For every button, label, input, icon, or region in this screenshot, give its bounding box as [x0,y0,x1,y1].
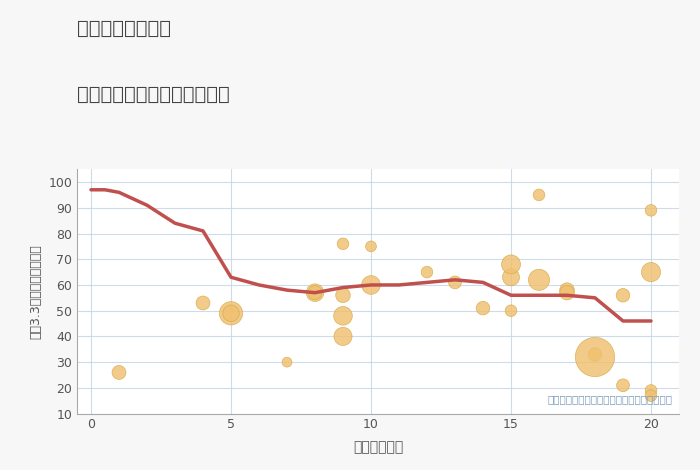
Point [337,333,349,340]
Point [281,359,293,366]
Point [337,291,349,299]
Text: 円の大きさは、取引のあった物件面積を示す: 円の大きさは、取引のあった物件面積を示す [548,394,673,404]
Point [645,392,657,399]
Point [589,351,601,358]
Point [505,274,517,281]
Point [533,276,545,283]
Point [421,268,433,276]
Point [225,310,237,317]
Point [449,279,461,286]
Point [337,240,349,248]
Point [533,191,545,199]
Point [225,310,237,317]
Point [617,382,629,389]
Point [505,307,517,314]
X-axis label: 駅距離（分）: 駅距離（分） [353,440,403,454]
Point [645,268,657,276]
Point [337,312,349,320]
Point [617,291,629,299]
Point [561,286,573,294]
Point [365,243,377,250]
Point [589,353,601,361]
Text: 岐阜県関市板取の: 岐阜県関市板取の [77,19,171,38]
Point [365,281,377,289]
Y-axis label: 坪（3.3㎡）単価（万円）: 坪（3.3㎡）単価（万円） [29,244,43,339]
Text: 駅距離別中古マンション価格: 駅距離別中古マンション価格 [77,85,230,103]
Point [645,387,657,394]
Point [309,289,321,297]
Point [113,368,125,376]
Point [505,261,517,268]
Point [645,207,657,214]
Point [197,299,209,307]
Point [561,289,573,297]
Point [309,289,321,297]
Point [477,305,489,312]
